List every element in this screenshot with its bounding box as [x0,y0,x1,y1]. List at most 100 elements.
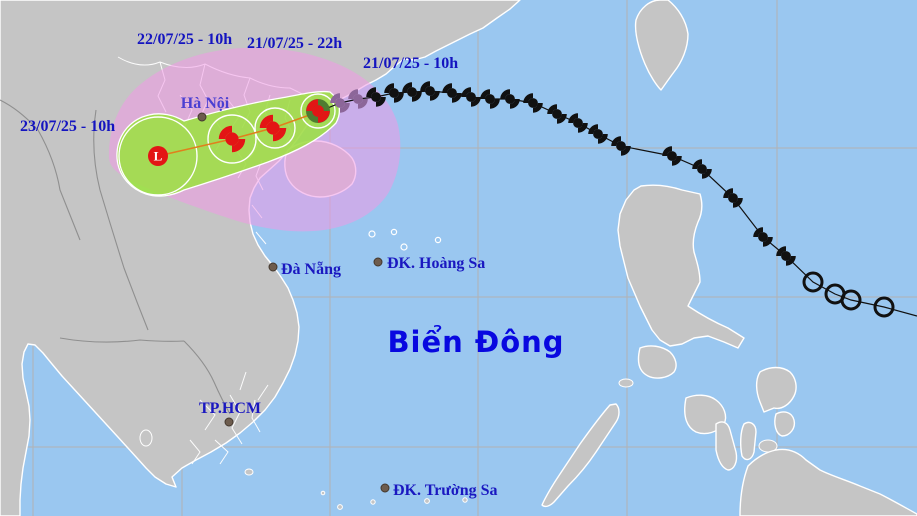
typhoon-icon-recent [348,89,368,109]
samar-island [755,366,797,413]
typhoon-icon-past-arm [763,237,773,247]
time-label-21-22h: 21/07/25 - 22h [247,35,342,52]
typhoon-icon-past-arm [430,91,440,101]
typhoon-icon-recent-arm [330,93,340,103]
luzon-island [617,184,745,349]
typhoon-icon-past [588,124,608,144]
typhoon-icon-past-arm [692,159,702,169]
typhoon-icon-past-arm [500,89,510,99]
uncertainty-circle [207,114,257,164]
typhoon-icon-forecast-arm [259,114,273,128]
typhoon-icon-recent-arm [358,99,368,109]
typhoon-icon-past-core [389,88,399,98]
typhoon-icon-past-core [697,164,707,174]
typhoon-icon-current-arm [306,99,318,111]
city-label-truongsa: ĐK. Trường Sa [393,482,498,499]
typhoon-icon-past [662,146,682,166]
typhoon-icon-past [692,159,712,179]
typhoon-icon-past-core [528,98,538,108]
palawan-island [541,403,620,508]
spratly-islet [337,504,343,510]
typhoon-icon-past-arm [471,97,481,107]
typhoon-icon-past-arm [490,99,500,109]
mindoro-island [637,345,677,379]
typhoon-icon-past-core [552,109,562,119]
city-dot-hoangsa [373,257,383,267]
uncertainty-circle [118,116,198,196]
typhoon-icon-past [611,136,631,156]
city-label-tphcm: TP.HCM [199,400,261,417]
typhoon-icon-forecast-arm [273,128,287,142]
low-pressure-marker [148,146,168,166]
paracel-reef [434,236,442,244]
sea-name-label: Biển Đông [387,325,564,359]
time-label-21-10h: 21/07/25 - 10h [363,55,458,72]
typhoon-icon-past-arm [733,198,743,208]
typhoon-icon-past-core [667,151,677,161]
typhoon-icon-past [753,227,773,247]
typhoon-icon-past-core [758,232,768,242]
typhoon-icon-past [384,83,404,103]
typhoon-icon-recent [330,93,350,113]
depression-circle-icon [802,271,824,293]
typhoon-icon-past-arm [672,156,682,166]
typhoon-icon-past-core [466,92,476,102]
typhoon-icon-past-core [447,88,457,98]
typhoon-icon-past-arm [753,227,763,237]
uncertainty-circle [300,93,336,129]
typhoon-icon-past-core [593,129,603,139]
typhoon-icon-past-arm [394,93,404,103]
small-island [618,378,634,388]
typhoon-icon-past-arm [442,83,452,93]
depression-circle-icon [873,296,895,318]
typhoon-icon-forecast [259,114,287,142]
typhoon-icon-past-arm [523,93,533,103]
depression-circle-icon [840,289,862,311]
typhoon-icon-forecast-arm [218,125,232,139]
cebu-island [739,421,757,461]
typhoon-icon-recent-arm [340,103,350,113]
typhoon-icon-past-core [407,87,417,97]
city-label-hanoi: Hà Nội [181,95,230,112]
spratly-islet [370,499,376,505]
typhoon-icon-recent-arm [348,89,358,99]
typhoon-icon-past [442,83,462,103]
city-dot-tphcm [224,417,234,427]
city-dot-hanoi [197,112,207,122]
typhoon-icon-past [480,89,500,109]
paracel-reef [390,228,398,236]
typhoon-icon-past-arm [480,89,490,99]
typhoon-icon-past [420,81,440,101]
typhoon-icon-past-core [781,251,791,261]
typhoon-icon-past-arm [568,113,578,123]
typhoon-icon-past-arm [598,134,608,144]
typhoon-icon-current [306,99,330,123]
phu-quoc-island [139,429,153,447]
track-layer: L [118,81,917,318]
typhoon-icon-forecast-core [225,132,239,146]
city-label-hoangsa: ĐK. Hoàng Sa [387,255,485,272]
typhoon-icon-forecast [218,125,246,153]
typhoon-icon-past-arm [533,103,543,113]
low-pressure-letter: L [154,149,163,164]
spratly-islet [320,490,326,496]
typhoon-icon-current-core [312,105,324,117]
typhoon-icon-past-core [573,118,583,128]
country-borders [0,99,231,415]
leyte-island [774,411,796,437]
city-label-danang: Đà Nẵng [281,261,341,278]
typhoon-icon-forecast-core [266,121,280,135]
typhoon-icon-past-core [371,92,381,102]
typhoon-icon-past [776,246,796,266]
typhoon-icon-past-arm [786,256,796,266]
typhoon-icon-past [366,87,386,107]
label-layer: 22/07/25 - 10h 21/07/25 - 22h 21/07/25 - 1… [20,31,564,499]
typhoon-icon-past-arm [588,124,598,134]
typhoon-icon-past-arm [621,146,631,156]
typhoon-icon-past-arm [723,188,733,198]
time-label-22-10h: 22/07/25 - 10h [137,31,232,48]
typhoon-icon-past-arm [611,136,621,146]
typhoon-icon-past-arm [376,97,386,107]
typhoon-icon-past [547,104,567,124]
